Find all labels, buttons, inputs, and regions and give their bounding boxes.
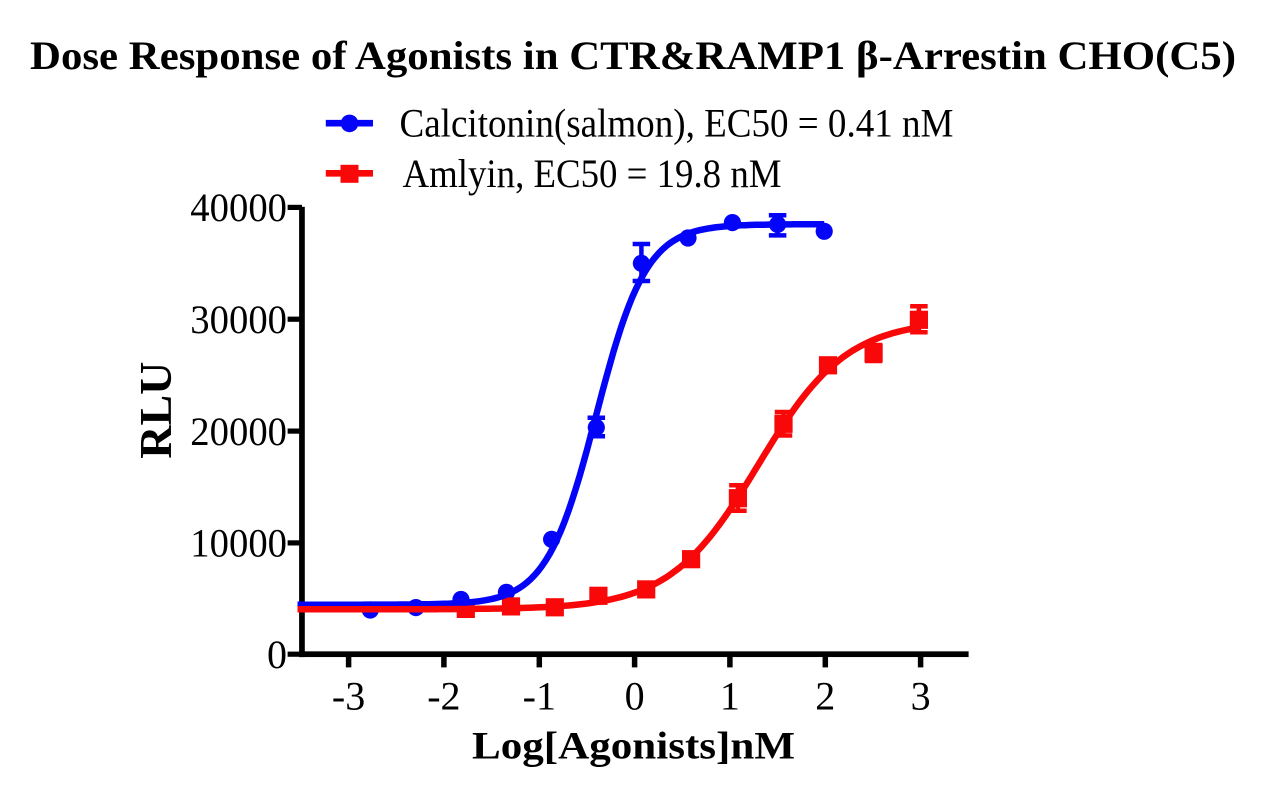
svg-text:-1: -1: [523, 673, 556, 718]
svg-text:30000: 30000: [190, 297, 287, 342]
svg-text:20000: 20000: [190, 409, 287, 454]
svg-text:RLU: RLU: [130, 362, 181, 459]
svg-text:Dose Response of Agonists in C: Dose Response of Agonists in CTR&RAMP1 β…: [30, 33, 1236, 78]
svg-text:-2: -2: [427, 673, 460, 718]
svg-text:3: 3: [911, 673, 931, 718]
svg-text:2: 2: [815, 673, 835, 718]
svg-text:Amlyin, EC50 = 19.8 nM: Amlyin, EC50 = 19.8 nM: [403, 151, 782, 196]
svg-text:10000: 10000: [190, 521, 287, 566]
svg-text:Log[Agonists]nM: Log[Agonists]nM: [472, 723, 795, 767]
svg-text:1: 1: [720, 673, 740, 718]
svg-text:-3: -3: [332, 673, 365, 718]
svg-text:Calcitonin(salmon), EC50 = 0.4: Calcitonin(salmon), EC50 = 0.41 nM: [400, 101, 954, 146]
svg-text:0: 0: [625, 673, 645, 718]
svg-text:0: 0: [267, 632, 287, 677]
svg-text:40000: 40000: [190, 185, 287, 230]
